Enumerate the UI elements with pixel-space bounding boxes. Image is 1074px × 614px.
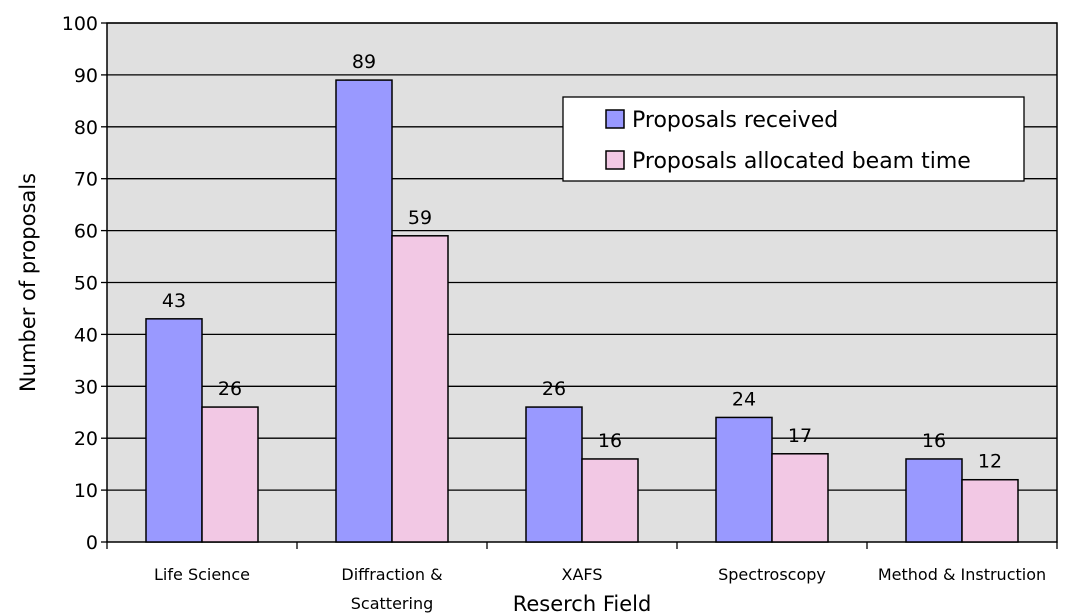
y-tick-label: 20 — [74, 428, 98, 450]
data-label-proposals-received-xafs: 26 — [542, 378, 566, 400]
y-tick-label: 0 — [86, 532, 98, 554]
bar-proposals-received-diffraction-scattering — [335, 79, 393, 543]
x-axis-title: Reserch Field — [513, 592, 652, 614]
y-tick-label: 100 — [62, 13, 98, 35]
data-label-proposals-received-method-instruction: 16 — [922, 430, 946, 452]
data-label-proposals-received-life-science: 43 — [162, 290, 186, 312]
y-axis-title: Number of proposals — [16, 173, 40, 392]
data-label-proposals-allocated-beam-time-life-science: 26 — [218, 378, 242, 400]
bar-proposals-allocated-beam-time-method-instruction — [961, 478, 1019, 543]
y-tick-label: 60 — [74, 221, 98, 243]
bar-proposals-allocated-beam-time-life-science — [201, 406, 259, 543]
category-label: Diffraction & — [341, 565, 442, 584]
category-label: Scattering — [351, 594, 433, 613]
y-tick-label: 90 — [74, 65, 98, 87]
bar-proposals-allocated-beam-time-spectroscopy — [771, 453, 829, 543]
bar-proposals-allocated-beam-time-xafs — [581, 458, 639, 543]
y-tick-label: 70 — [74, 169, 98, 191]
bar-proposals-received-life-science — [145, 318, 203, 543]
data-labels: 43 26 89 59 26 16 24 17 16 12 — [162, 51, 1002, 473]
y-tick-label: 10 — [74, 480, 98, 502]
x-axis-ticks — [106, 542, 1058, 549]
bar-proposals-received-spectroscopy — [715, 416, 773, 543]
data-label-proposals-allocated-beam-time-xafs: 16 — [598, 430, 622, 452]
y-tick-label: 50 — [74, 273, 98, 295]
y-tick-label: 80 — [74, 117, 98, 139]
category-label: Method & Instruction — [878, 565, 1046, 584]
legend-label-proposals-allocated: Proposals allocated beam time — [632, 149, 971, 174]
legend-label-proposals-received: Proposals received — [632, 108, 838, 133]
bar-proposals-received-xafs — [525, 406, 583, 543]
category-label: Life Science — [154, 565, 250, 584]
bar-proposals-received-method-instruction — [905, 458, 963, 543]
category-label: Spectroscopy — [718, 565, 826, 584]
data-label-proposals-allocated-beam-time-diffraction-scattering: 59 — [408, 207, 432, 229]
data-label-proposals-received-spectroscopy: 24 — [732, 388, 756, 410]
y-axis-tick-labels: 0 10 20 30 40 50 60 70 80 90 100 — [62, 13, 98, 554]
legend: Proposals received Proposals allocated b… — [562, 96, 1025, 182]
legend-swatch-proposals-allocated — [605, 150, 625, 170]
data-label-proposals-received-diffraction-scattering: 89 — [352, 51, 376, 73]
category-label: XAFS — [562, 565, 603, 584]
data-label-proposals-allocated-beam-time-method-instruction: 12 — [978, 451, 1002, 473]
bar-proposals-allocated-beam-time-diffraction-scattering — [391, 235, 449, 543]
legend-box — [562, 96, 1025, 182]
y-tick-label: 40 — [74, 324, 98, 346]
data-label-proposals-allocated-beam-time-spectroscopy: 17 — [788, 425, 812, 447]
x-axis-category-labels: Life Science Diffraction & Scattering XAFS S… — [154, 565, 1046, 613]
legend-swatch-proposals-received — [605, 109, 625, 129]
y-tick-label: 30 — [74, 376, 98, 398]
bars — [145, 79, 1019, 543]
